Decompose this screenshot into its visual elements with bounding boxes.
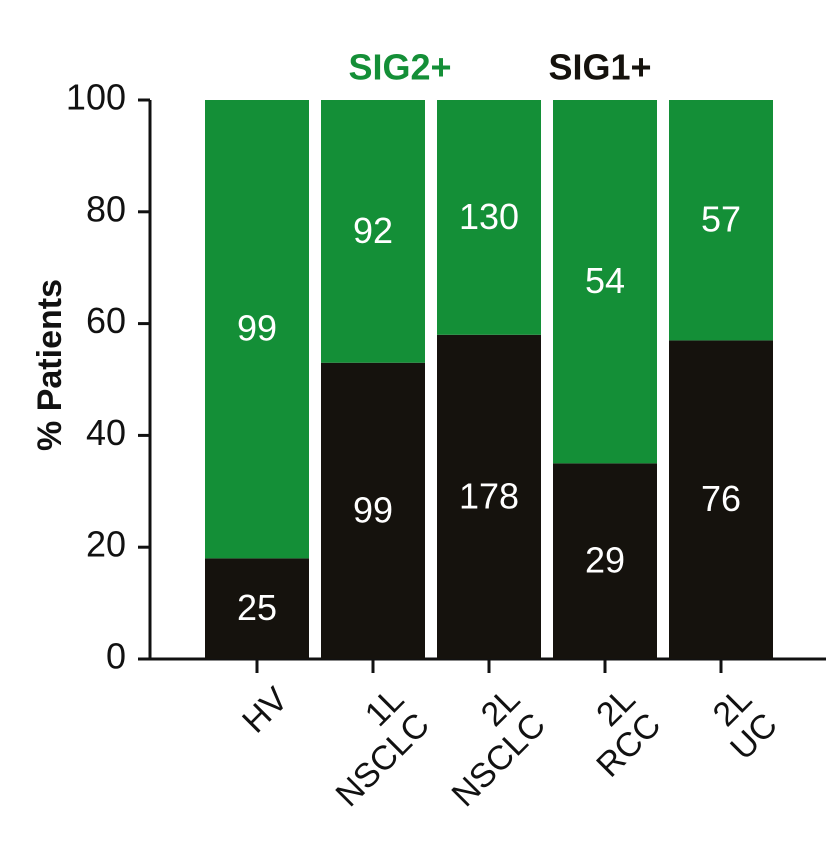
data-label: 25	[237, 587, 277, 628]
data-label: 92	[353, 210, 393, 251]
data-label: 29	[585, 540, 625, 581]
y-tick-label: 60	[86, 300, 126, 341]
data-label: 178	[459, 475, 519, 516]
bar-segment	[321, 362, 425, 659]
data-label: 99	[237, 308, 277, 349]
data-label: 54	[585, 260, 625, 301]
bar-segment	[205, 100, 309, 559]
data-label: 76	[701, 478, 741, 519]
bar-segment	[669, 340, 773, 659]
bar-segment	[553, 100, 657, 464]
legend-entry: SIG2+	[348, 47, 451, 88]
legend-entry: SIG1+	[548, 47, 651, 88]
y-axis-label: % Patients	[31, 279, 69, 451]
data-label: 99	[353, 489, 393, 530]
y-tick-label: 0	[106, 636, 126, 677]
y-tick-label: 80	[86, 188, 126, 229]
y-tick-label: 100	[66, 77, 126, 118]
y-tick-label: 20	[86, 524, 126, 565]
data-label: 130	[459, 196, 519, 237]
bar-segment	[321, 100, 425, 363]
bar-segment	[437, 334, 541, 659]
bar-segment	[205, 558, 309, 659]
bar-segment	[669, 100, 773, 341]
data-label: 57	[701, 199, 741, 240]
bar-segment	[437, 100, 541, 335]
y-tick-label: 40	[86, 412, 126, 453]
bar-segment	[553, 463, 657, 659]
